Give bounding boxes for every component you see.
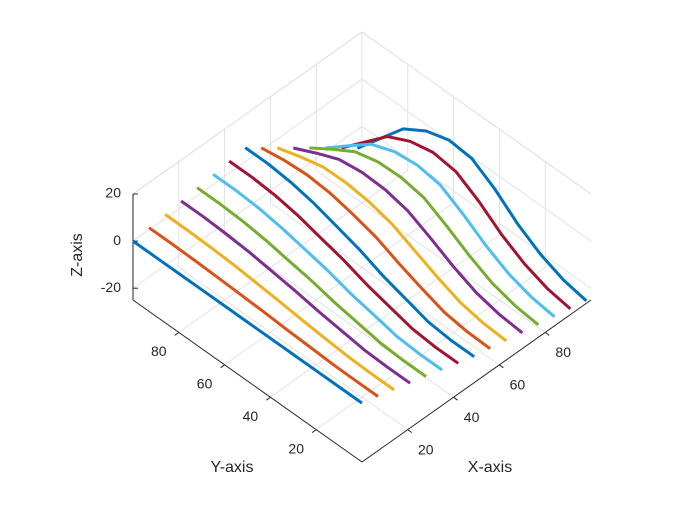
y-tick	[220, 364, 225, 369]
series-line	[260, 146, 492, 350]
series-line	[309, 146, 540, 326]
grid-line	[315, 267, 546, 430]
y-tick-label: 40	[243, 408, 259, 424]
series-line	[341, 135, 572, 311]
series-line	[292, 146, 524, 334]
x-tick	[499, 364, 504, 369]
x-tick	[453, 396, 458, 401]
z-tick-label: 0	[113, 232, 121, 248]
series-line	[356, 127, 588, 303]
grid-line	[361, 125, 592, 289]
box-edge	[132, 31, 363, 195]
grid-line	[270, 234, 500, 398]
series-line	[132, 239, 363, 405]
x-tick	[407, 429, 413, 434]
grid-line	[361, 78, 592, 242]
x-axis-line	[361, 299, 592, 463]
y-tick-label: 80	[151, 343, 167, 359]
x-tick	[544, 331, 550, 336]
x-tick-label: 20	[418, 441, 434, 457]
z-tick-label: -20	[101, 279, 121, 295]
grid-line	[178, 267, 409, 430]
series-line	[164, 213, 395, 392]
y-axis-line	[132, 299, 363, 463]
series-line	[180, 199, 411, 385]
x-tick-label: 40	[464, 409, 480, 425]
x-tick-label: 80	[555, 344, 571, 360]
series-line	[325, 142, 556, 318]
series-line	[196, 186, 427, 378]
y-tick-label: 60	[197, 376, 213, 392]
z-tick-label: 20	[105, 185, 121, 201]
grid-line	[132, 78, 363, 242]
grid-line	[178, 170, 409, 333]
y-tick	[174, 331, 180, 336]
series-line	[228, 159, 460, 365]
x-tick-label: 60	[510, 377, 526, 393]
z-axis-label: Z-axis	[69, 233, 86, 277]
grid-line	[315, 170, 546, 333]
y-tick	[266, 396, 271, 401]
box-edge	[361, 31, 592, 195]
y-axis-label: Y-axis	[211, 459, 254, 476]
series-line	[212, 173, 443, 372]
series-line	[148, 226, 379, 398]
grid-line	[132, 125, 363, 289]
x-axis-label: X-axis	[468, 459, 512, 476]
series-line	[276, 146, 508, 343]
grid-line	[270, 202, 500, 366]
y-tick-label: 20	[288, 440, 304, 456]
y-tick	[311, 429, 317, 434]
series-line	[244, 146, 476, 358]
